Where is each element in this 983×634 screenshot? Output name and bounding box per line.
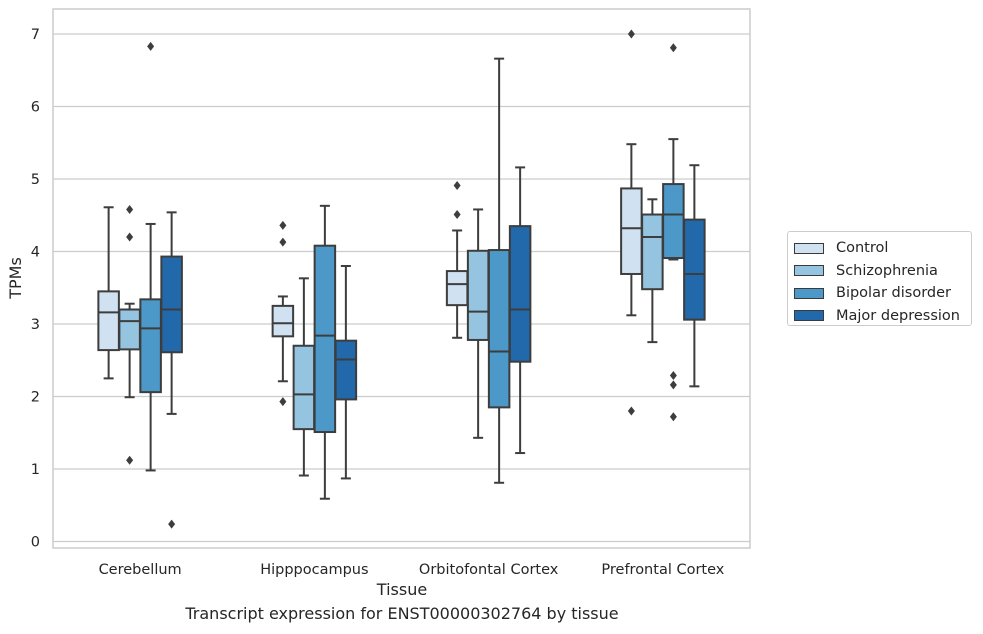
chart-caption: Transcript expression for ENST0000030276… <box>185 604 619 623</box>
y-tick-label: 3 <box>31 317 40 333</box>
legend: Control Schizophrenia Bipolar disorder Majo… <box>787 231 972 326</box>
outlier-point <box>627 406 635 416</box>
box-schizophrenia <box>641 213 664 291</box>
box-group <box>334 265 358 480</box>
legend-item: Schizophrenia <box>794 260 971 283</box>
box-control <box>271 304 295 338</box>
outlier-point <box>126 204 134 214</box>
legend-swatch <box>794 242 824 254</box>
box-group <box>487 57 511 484</box>
y-tick-label: 0 <box>31 535 40 551</box>
box-group <box>508 166 532 455</box>
box-schizophrenia <box>118 308 141 351</box>
box-schizophrenia <box>292 344 316 431</box>
outlier-point <box>279 237 287 247</box>
box-major-depression <box>334 339 358 401</box>
plot-frame <box>52 8 751 549</box>
box-group <box>271 220 295 407</box>
box-control <box>445 270 469 307</box>
outlier-point <box>669 370 677 380</box>
outlier-point <box>669 43 677 53</box>
box-bipolar-disorder <box>487 249 511 409</box>
outlier-point <box>627 29 635 39</box>
x-tick-labels: Cerebellum Hipppocampus Orbitofontal Corte… <box>99 562 725 578</box>
box-major-depression <box>160 255 183 354</box>
y-tick-label: 5 <box>31 172 40 188</box>
box-schizophrenia <box>466 249 490 341</box>
y-tick-label: 2 <box>31 390 40 406</box>
outlier-point <box>279 220 287 230</box>
x-tick-label: Cerebellum <box>99 562 182 578</box>
x-tick-label: Prefrontal Cortex <box>601 562 724 578</box>
y-tick-label: 1 <box>31 462 40 478</box>
box-series-group <box>97 29 706 529</box>
legend-label: Major depression <box>836 307 960 324</box>
box-group <box>118 204 141 465</box>
outlier-point <box>126 232 134 242</box>
x-axis-label: Tissue <box>376 580 427 599</box>
y-tick-label: 6 <box>31 100 40 116</box>
outlier-point <box>669 380 677 390</box>
box-control <box>97 290 120 352</box>
box-major-depression <box>683 218 706 321</box>
legend-item: Bipolar disorder <box>794 282 971 305</box>
box-group <box>445 181 469 339</box>
box-group <box>160 211 183 529</box>
legend-swatch <box>794 265 824 277</box>
y-axis-label: TPMs <box>6 257 25 300</box>
box-group <box>97 206 120 380</box>
outlier-point <box>126 455 134 465</box>
outlier-point <box>669 412 677 422</box>
outlier-point <box>453 181 461 191</box>
outlier-point <box>168 519 176 529</box>
box-bipolar-disorder <box>662 183 685 260</box>
legend-label: Control <box>836 240 889 257</box>
legend-swatch <box>794 310 824 322</box>
x-tick-label: Hipppocampus <box>260 562 368 578</box>
box-group <box>313 204 337 500</box>
box-bipolar-disorder <box>139 298 162 394</box>
outlier-point <box>147 41 155 51</box>
y-tick-label: 4 <box>31 245 40 261</box>
box-control <box>620 187 643 275</box>
box-major-depression <box>508 225 532 363</box>
outlier-point <box>453 210 461 220</box>
legend-swatch <box>794 287 824 299</box>
legend-item: Control <box>794 237 971 260</box>
legend-label: Bipolar disorder <box>836 285 951 302</box>
box-bipolar-disorder <box>313 244 337 434</box>
legend-label: Schizophrenia <box>836 262 938 279</box>
y-tick-labels: 0 1 2 3 4 5 6 7 <box>31 27 40 551</box>
box-group <box>683 164 706 388</box>
y-tick-label: 7 <box>31 27 40 43</box>
legend-item: Major depression <box>794 305 971 328</box>
x-tick-label: Orbitofontal Cortex <box>419 562 559 578</box>
outlier-point <box>279 397 287 407</box>
